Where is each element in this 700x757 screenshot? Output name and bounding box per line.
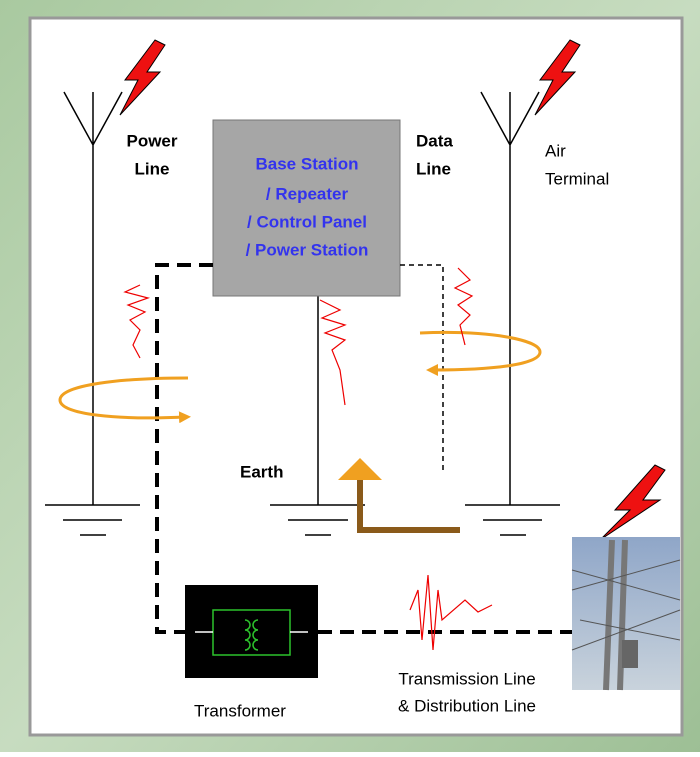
station-line: / Power Station xyxy=(246,240,369,259)
transmission-label: Transmission Line xyxy=(398,669,535,688)
air-terminal-label: Terminal xyxy=(545,169,609,188)
station-line: / Repeater xyxy=(266,184,349,203)
station-box xyxy=(212,119,401,297)
surges xyxy=(123,267,493,651)
air-terminal-label: Air xyxy=(545,141,566,160)
data-line-label: Data xyxy=(416,131,453,150)
induction-loops xyxy=(58,331,542,424)
antennas xyxy=(45,91,560,536)
power-line-label: Line xyxy=(135,159,170,178)
lightning xyxy=(119,39,666,541)
data-line-label: Line xyxy=(416,159,451,178)
transformer-label: Transformer xyxy=(194,701,286,720)
power-line-label: Power xyxy=(126,131,177,150)
earth-arrow xyxy=(357,478,460,533)
station-line: Base Station xyxy=(256,154,359,173)
earth-arrow-head xyxy=(338,458,382,480)
pole-photo xyxy=(571,537,681,691)
transmission-label: & Distribution Line xyxy=(398,696,536,715)
earth-label: Earth xyxy=(240,462,283,481)
station-line: / Control Panel xyxy=(247,212,367,231)
power-line xyxy=(155,263,575,634)
